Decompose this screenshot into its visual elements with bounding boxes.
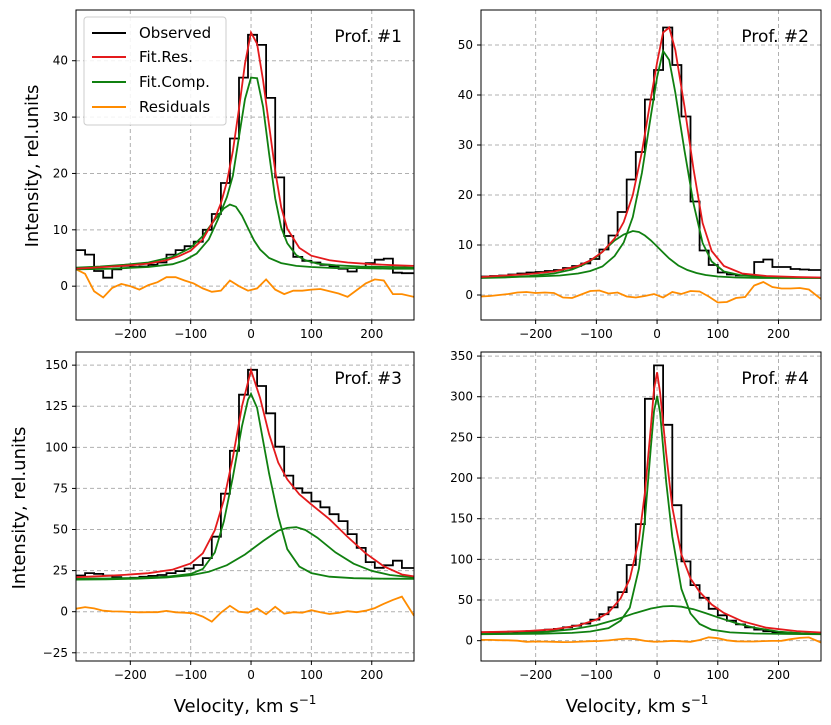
y-tick-label-3-0: −25 [43, 646, 68, 660]
x-tick-label-2-3: 100 [706, 327, 729, 341]
series-component-2-2 [481, 230, 821, 279]
x-tick-label-1-2: 0 [247, 327, 255, 341]
series-component-4-2 [481, 605, 821, 635]
x-axis-label-left-sup: −1 [299, 693, 317, 707]
y-tick-label-2-5: 50 [458, 38, 473, 52]
x-tick-label-3-3: 100 [300, 668, 323, 682]
y-tick-label-4-4: 200 [450, 471, 473, 485]
y-tick-label-3-3: 50 [53, 523, 68, 537]
x-axis-label-right-text: Velocity, km s [566, 696, 691, 717]
x-tick-label-4-3: 100 [706, 668, 729, 682]
x-tick-label-4-1: −100 [580, 668, 613, 682]
series-residuals-4 [481, 636, 821, 644]
axes-frame-3 [75, 351, 415, 662]
x-tick-label-2-1: −100 [580, 327, 613, 341]
axes-frame-1 [75, 9, 415, 321]
y-tick-label-2-4: 40 [458, 88, 473, 102]
x-tick-label-2-0: −200 [519, 327, 552, 341]
y-tick-label-1-2: 20 [53, 166, 68, 180]
y-tick-label-4-0: 0 [465, 634, 473, 648]
axes-frame-4 [480, 351, 822, 662]
series-residuals-1 [76, 268, 414, 299]
legend: Observed Fit.Res. Fit.Comp. Residuals [83, 16, 227, 126]
x-tick-label-2-4: 200 [767, 327, 790, 341]
x-tick-label-3-0: −200 [114, 668, 147, 682]
series-residuals-3 [76, 595, 414, 623]
plot-area-2 [481, 25, 821, 304]
y-tick-label-2-2: 20 [458, 188, 473, 202]
y-tick-label-3-4: 75 [53, 481, 68, 495]
y-tick-label-4-7: 350 [450, 349, 473, 363]
y-axis-label-bottom: Intensity, rel.units [9, 427, 30, 590]
x-tick-label-1-4: 200 [360, 327, 383, 341]
y-tick-label-4-1: 50 [458, 593, 473, 607]
y-tick-label-4-3: 150 [450, 512, 473, 526]
series-fit-1 [76, 29, 414, 270]
x-tick-label-1-1: −100 [174, 327, 207, 341]
x-tick-label-1-3: 100 [300, 327, 323, 341]
series-observed-2 [481, 26, 821, 278]
panel-4: −200 −100 0 100 200 0 50 100 150 200 250 300 350 Prof… [450, 349, 822, 682]
legend-frame [83, 16, 227, 126]
series-component-1-2 [76, 203, 414, 270]
panel-3: −200 −100 0 100 200 −25 0 25 50 75 100 125 150 Prof. … [43, 351, 415, 682]
x-tick-label-4-0: −200 [519, 668, 552, 682]
series-fit-2 [481, 25, 821, 279]
series-component-1-1 [76, 76, 414, 271]
x-tick-label-3-1: −100 [174, 668, 207, 682]
x-tick-label-2-2: 0 [653, 327, 661, 341]
series-fit-4 [481, 372, 821, 634]
x-tick-label-3-2: 0 [247, 668, 255, 682]
y-tick-label-1-3: 30 [53, 110, 68, 124]
x-axis-label-left-text: Velocity, km s [174, 696, 299, 717]
x-tick-label-3-4: 200 [360, 668, 383, 682]
plot-area-3 [76, 366, 414, 623]
y-tick-label-1-0: 0 [60, 279, 68, 293]
y-tick-label-3-5: 100 [45, 440, 68, 454]
series-component-3-2 [76, 526, 414, 581]
legend-label-fit: Fit.Res. [139, 48, 193, 66]
x-axis-label-right: Velocity, km s−1 [566, 693, 709, 717]
x-axis-label-right-sup: −1 [691, 693, 709, 707]
axes-frame-2 [480, 9, 822, 321]
panel-title-2: Prof. #2 [741, 27, 809, 47]
series-component-4-1 [481, 395, 821, 636]
series-fit-3 [76, 366, 414, 579]
panel-2: −200 −100 0 100 200 0 10 20 30 40 50 Prof. #2 [458, 9, 822, 341]
y-tick-label-2-0: 0 [465, 288, 473, 302]
series-observed-3 [76, 368, 414, 580]
y-tick-label-3-6: 125 [45, 399, 68, 413]
x-tick-label-4-2: 0 [653, 668, 661, 682]
y-tick-label-4-6: 300 [450, 390, 473, 404]
plot-area-1 [76, 29, 414, 299]
y-tick-label-4-2: 100 [450, 552, 473, 566]
series-component-3-1 [76, 391, 414, 580]
y-tick-label-4-5: 250 [450, 430, 473, 444]
y-tick-label-3-7: 150 [45, 358, 68, 372]
legend-label-resid: Residuals [139, 98, 210, 116]
legend-label-comp: Fit.Comp. [139, 73, 210, 91]
panel-title-3: Prof. #3 [334, 369, 402, 389]
x-axis-label-left: Velocity, km s−1 [174, 693, 317, 717]
series-observed-4 [481, 364, 821, 635]
series-residuals-2 [481, 281, 821, 304]
panel-1: −200 −100 0 100 200 0 10 20 30 40 Prof. #1 [53, 9, 415, 341]
y-tick-label-1-4: 40 [53, 54, 68, 68]
y-axis-label-top: Intensity, rel.units [22, 85, 43, 248]
panel-title-1: Prof. #1 [334, 27, 402, 47]
y-tick-label-2-3: 30 [458, 138, 473, 152]
y-tick-label-2-1: 10 [458, 238, 473, 252]
series-component-2-1 [481, 48, 821, 279]
x-tick-label-4-4: 200 [767, 668, 790, 682]
legend-label-observed: Observed [139, 24, 211, 42]
panel-title-4: Prof. #4 [741, 369, 809, 389]
y-tick-label-3-1: 0 [60, 605, 68, 619]
y-tick-label-1-1: 10 [53, 223, 68, 237]
plot-area-4 [481, 364, 821, 644]
y-tick-label-3-2: 25 [53, 564, 68, 578]
x-tick-label-1-0: −200 [114, 327, 147, 341]
